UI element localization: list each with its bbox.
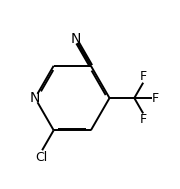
Text: F: F xyxy=(140,70,147,83)
Text: Cl: Cl xyxy=(35,151,47,164)
Text: N: N xyxy=(30,91,40,105)
Text: F: F xyxy=(152,91,159,105)
Text: N: N xyxy=(70,32,81,46)
Text: F: F xyxy=(140,113,147,126)
